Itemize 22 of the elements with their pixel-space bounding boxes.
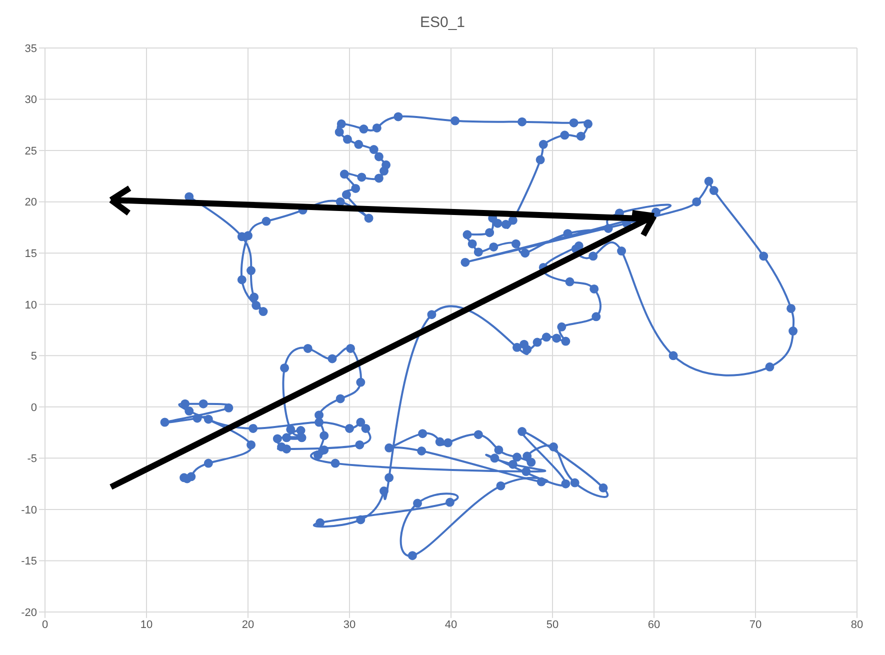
x-tick-label: 80 [850, 618, 864, 631]
y-tick-label: 15 [24, 248, 37, 260]
y-tick-label: 0 [30, 402, 37, 414]
x-tick-label: 60 [648, 618, 660, 631]
y-tick-label: 5 [30, 350, 37, 363]
x-tick-label: 50 [546, 618, 559, 631]
y-tick-label: 25 [24, 145, 37, 158]
y-tick-label: -5 [27, 453, 37, 466]
y-tick-label: -20 [21, 606, 37, 619]
x-tick-label: 0 [42, 618, 48, 631]
x-tick-label: 40 [444, 618, 458, 631]
y-tick-label: 20 [24, 196, 37, 209]
y-tick-label: -10 [21, 504, 37, 516]
y-tick-label: -15 [21, 556, 37, 568]
chart-title: ES0_1 [418, 14, 466, 31]
x-tick-label: 30 [343, 618, 356, 631]
y-tick-label: 30 [24, 94, 37, 106]
x-tick-label: 20 [242, 618, 254, 631]
x-tick-label: 70 [749, 618, 762, 631]
y-tick-label: 35 [24, 42, 37, 55]
x-tick-label: 10 [140, 618, 153, 631]
y-tick-label: 10 [24, 299, 37, 312]
